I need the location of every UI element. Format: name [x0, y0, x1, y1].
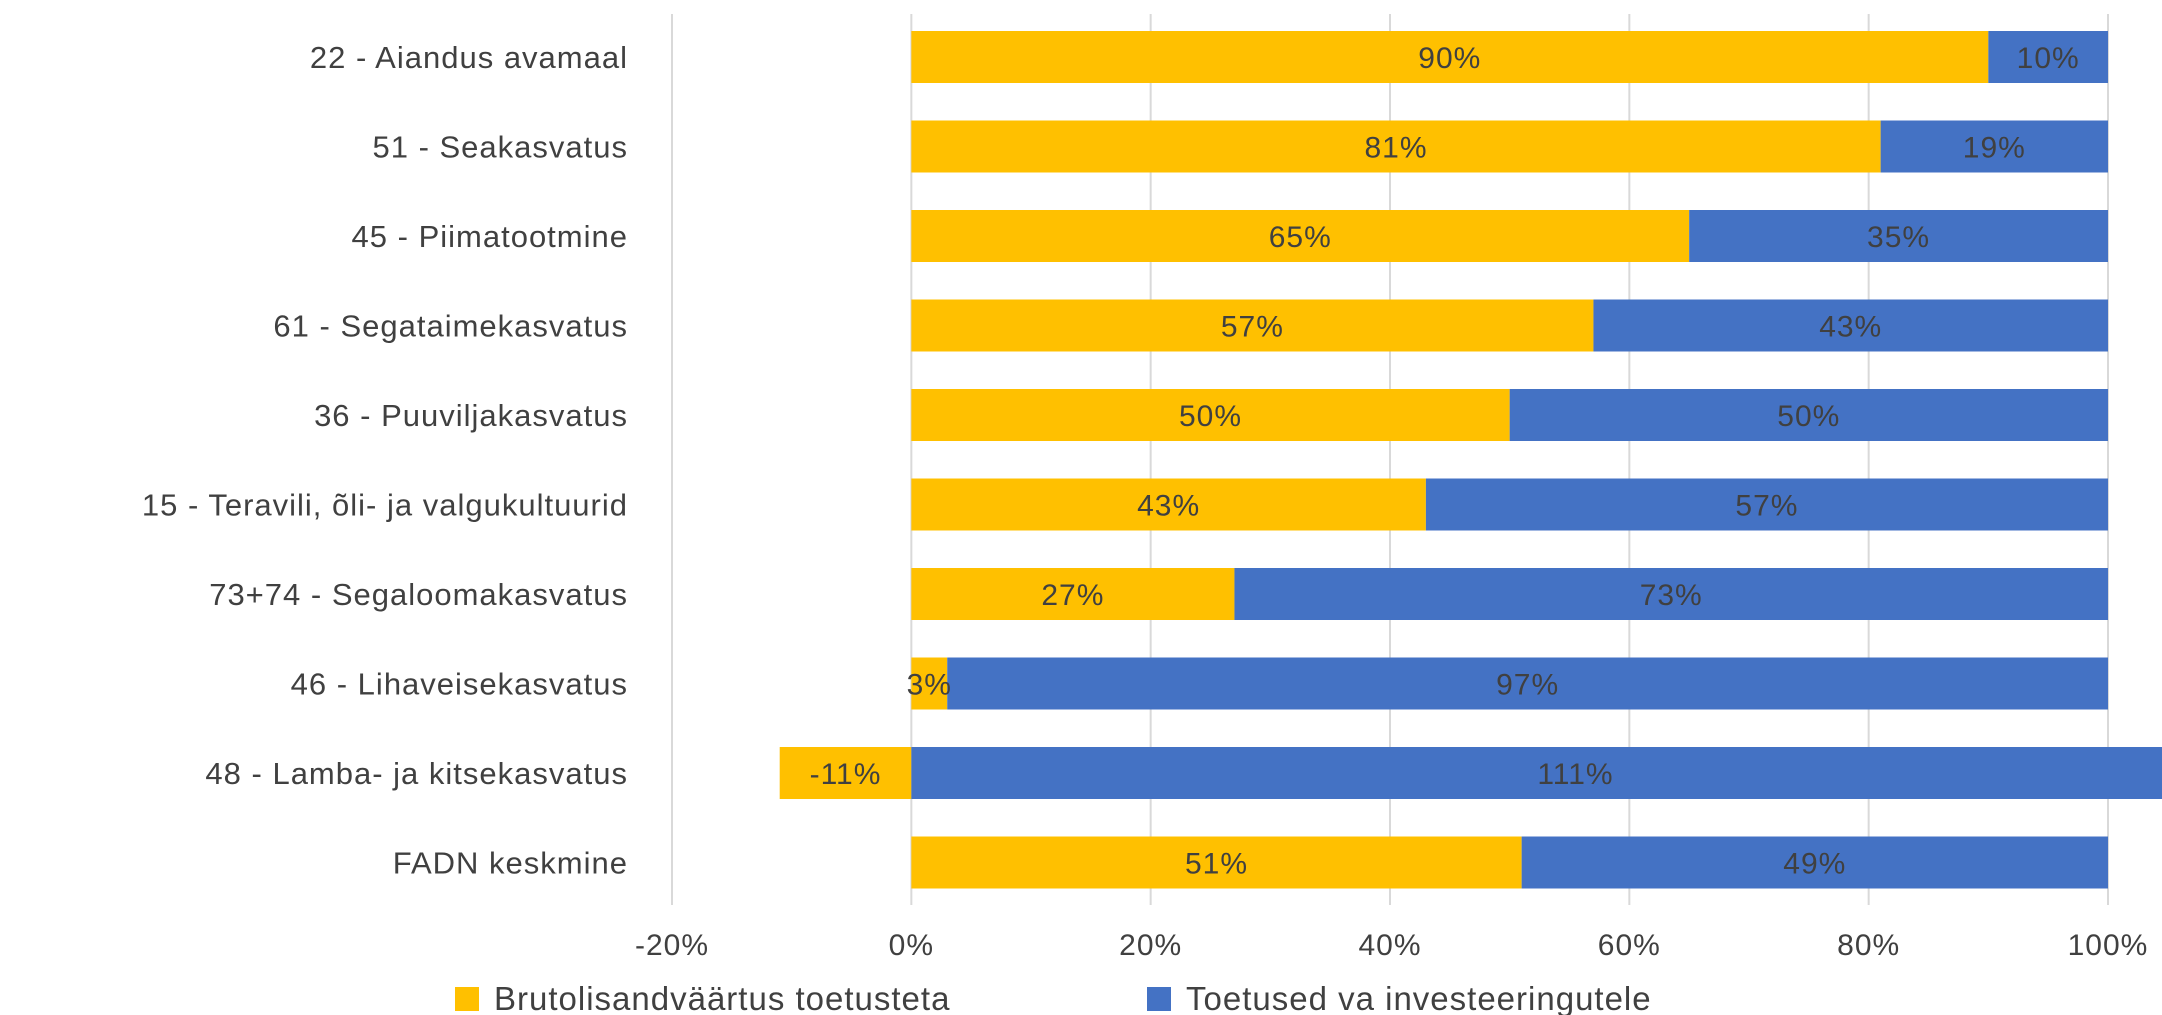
category-label: 22 - Aiandus avamaal [310, 40, 628, 75]
data-label: 81% [1364, 132, 1427, 165]
data-label: 27% [1041, 579, 1104, 612]
bar-segment [1689, 210, 2108, 262]
category-label: 36 - Puuviljakasvatus [314, 398, 628, 433]
x-tick-label: 40% [1358, 929, 1421, 962]
x-axis-tick-labels: -20% 0% 20% 40% 60% 80% 100% [635, 929, 2149, 962]
x-tick-label: 20% [1119, 929, 1182, 962]
bar-segment [911, 299, 1594, 352]
category-label: 48 - Lamba- ja kitsekasvatus [205, 756, 628, 791]
bar-segment [911, 478, 1426, 531]
bar-segment [911, 747, 2162, 799]
bars [779, 31, 2162, 889]
bar-segment [1234, 568, 2108, 620]
data-labels: 90% 10% 81% 19% 65% 35% 57% 43% 50% 50% 43% 57% 27% 7… [810, 42, 2080, 881]
data-label: 3% [907, 669, 952, 702]
x-tick-label: 60% [1598, 929, 1661, 962]
legend-swatch [1147, 987, 1171, 1011]
bar-segment [911, 120, 1881, 173]
x-tick-label: 80% [1837, 929, 1900, 962]
legend: Brutolisandväärtus toetusteta Toetused va… [455, 980, 1652, 1015]
data-label: 50% [1179, 400, 1242, 433]
bar-segment [947, 657, 2108, 710]
legend-label: Toetused va investeeringutele [1186, 980, 1652, 1015]
category-label: 51 - Seakasvatus [372, 130, 628, 165]
data-label: 90% [1418, 42, 1481, 75]
data-label: 73% [1640, 579, 1703, 612]
data-label: 43% [1819, 311, 1882, 344]
category-label: 15 - Teravili, õli- ja valgukultuurid [142, 488, 628, 523]
data-label: 50% [1777, 400, 1840, 433]
bar-segment [1425, 478, 2108, 531]
bar-segment [911, 836, 1522, 889]
bar-segment [779, 747, 912, 799]
category-label: 73+74 - Segaloomakasvatus [209, 577, 628, 612]
data-label: 35% [1867, 221, 1930, 254]
data-label: 97% [1496, 669, 1559, 702]
data-label: 10% [2017, 42, 2080, 75]
category-label: 45 - Piimatootmine [352, 219, 628, 254]
bar-segment [1521, 836, 2108, 889]
category-labels: 22 - Aiandus avamaal 51 - Seakasvatus 45 -… [142, 40, 628, 881]
bar-segment [911, 210, 1690, 262]
category-label: FADN keskmine [393, 846, 628, 881]
data-label: 65% [1269, 221, 1332, 254]
x-tick-label: 100% [2068, 929, 2149, 962]
data-label: 111% [1537, 758, 1613, 791]
bar-segment [1988, 31, 2108, 83]
x-tick-label: -20% [635, 929, 709, 962]
bar-segment [911, 568, 1235, 620]
data-label: -11% [810, 758, 882, 791]
bar-segment [911, 31, 1989, 83]
data-label: 19% [1963, 132, 2026, 165]
category-label: 46 - Lihaveisekasvatus [291, 667, 628, 702]
x-tick-label: 0% [889, 929, 934, 962]
data-label: 57% [1735, 490, 1798, 523]
data-label: 43% [1137, 490, 1200, 523]
data-label: 51% [1185, 848, 1248, 881]
bar-segment [911, 657, 948, 710]
legend-label: Brutolisandväärtus toetusteta [494, 980, 950, 1015]
legend-swatch [455, 987, 479, 1011]
bar-segment [911, 389, 1510, 441]
data-label: 57% [1221, 311, 1284, 344]
bar-segment [1593, 299, 2108, 352]
bar-segment [1509, 389, 2108, 441]
bar-segment [1880, 120, 2108, 173]
category-label: 61 - Segataimekasvatus [273, 309, 628, 344]
data-label: 49% [1783, 848, 1846, 881]
